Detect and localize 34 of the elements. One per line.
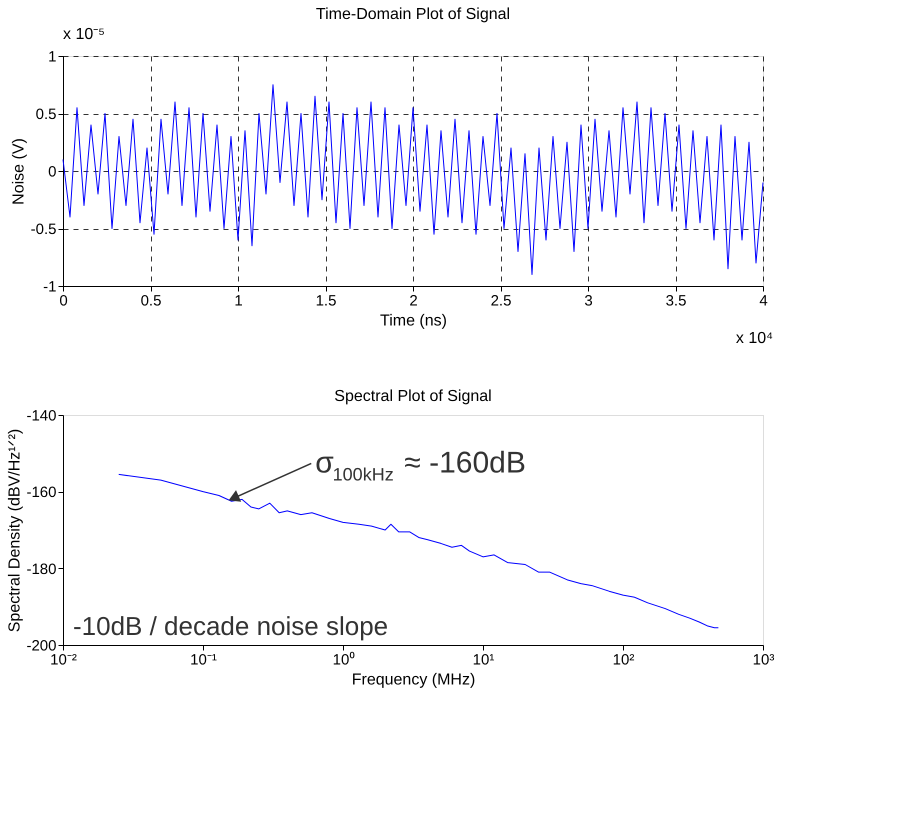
y-tick-label: -200 (26, 638, 56, 654)
chart-title: Spectral Plot of Signal (334, 388, 492, 405)
chart-title: Time-Domain Plot of Signal (316, 6, 510, 23)
y-axis-title: Noise (V) (10, 138, 28, 205)
text: x 10⁻⁵ (63, 26, 105, 43)
x-tick-label: 0 (59, 292, 68, 310)
y-tick-label: -140 (26, 408, 56, 424)
x-tick-label: 3 (584, 292, 593, 310)
x-tick-label: 3.5 (666, 292, 686, 310)
x-tick-label: 1.5 (316, 292, 336, 310)
y-tick-label: -160 (26, 484, 56, 502)
x-tick-label: 2.5 (490, 292, 512, 310)
line-series (62, 84, 764, 275)
x-tick-label: 10⁻² (50, 652, 77, 668)
x-axis-title: Frequency (MHz) (352, 672, 476, 688)
y-tick-label: -1 (43, 278, 56, 296)
x-tick-label: 1 (234, 292, 243, 310)
x-tick-label: 10⁰ (332, 652, 354, 668)
text: x 10⁴ (736, 330, 774, 347)
x-tick-label: 10³ (752, 652, 774, 668)
x-tick-label: 4 (759, 292, 768, 310)
y-tick-label: 0.5 (36, 106, 56, 123)
x-tick-label: 0.5 (140, 292, 162, 310)
y-tick-label: -0.5 (30, 221, 56, 238)
y-tick-label: -180 (26, 560, 56, 578)
annotation: -10dB / decade noise slope (73, 611, 388, 641)
x-tick-label: 10² (612, 652, 634, 668)
x-tick-label: 2 (409, 292, 418, 310)
y-tick-label: 0 (48, 164, 56, 180)
x-tick-label: 10¹ (472, 652, 494, 668)
y-axis-title: Spectral Density (dBV/Hz¹ᐟ²) (6, 428, 24, 632)
y-tick-label: 1 (48, 48, 56, 66)
x-tick-label: 10⁻¹ (190, 652, 217, 668)
x-axis-title: Time (ns) (380, 312, 447, 330)
